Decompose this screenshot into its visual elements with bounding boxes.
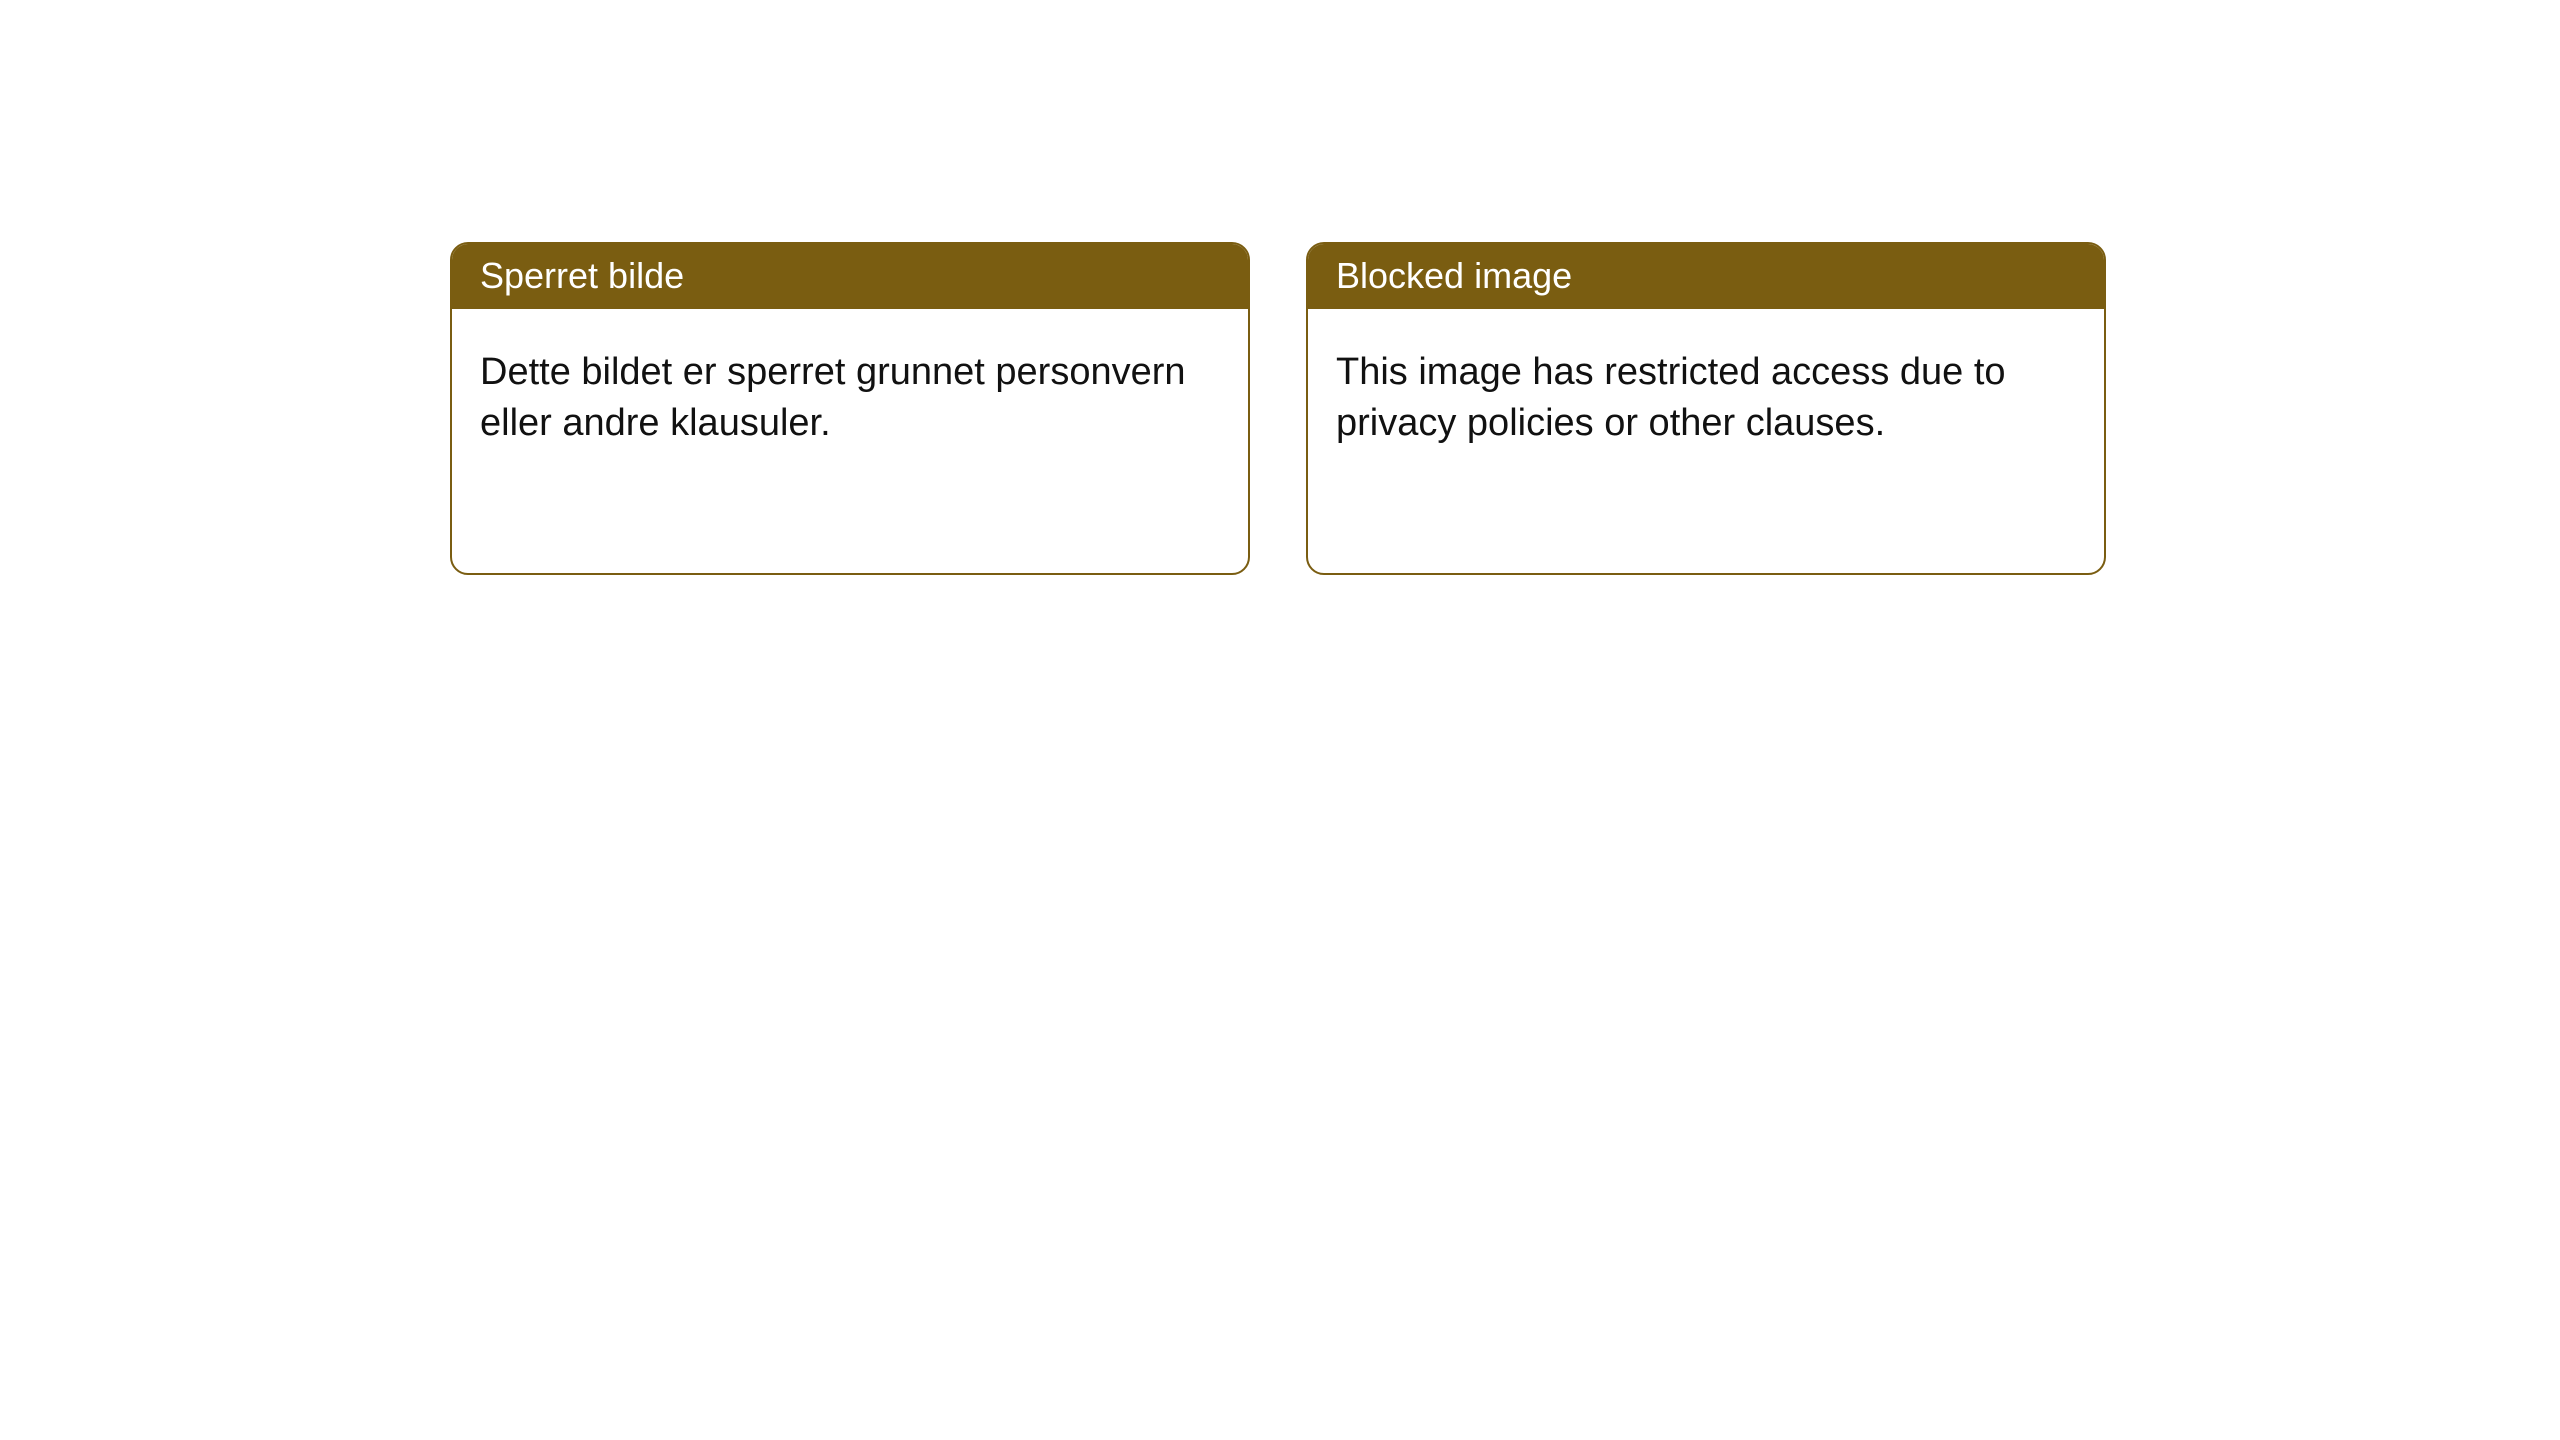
blocked-image-card-en: Blocked image This image has restricted … <box>1306 242 2106 575</box>
card-body: This image has restricted access due to … <box>1308 309 2104 476</box>
blocked-image-card-no: Sperret bilde Dette bildet er sperret gr… <box>450 242 1250 575</box>
card-header: Sperret bilde <box>452 244 1248 309</box>
blocked-image-cards: Sperret bilde Dette bildet er sperret gr… <box>450 242 2106 575</box>
card-header: Blocked image <box>1308 244 2104 309</box>
card-body: Dette bildet er sperret grunnet personve… <box>452 309 1248 476</box>
